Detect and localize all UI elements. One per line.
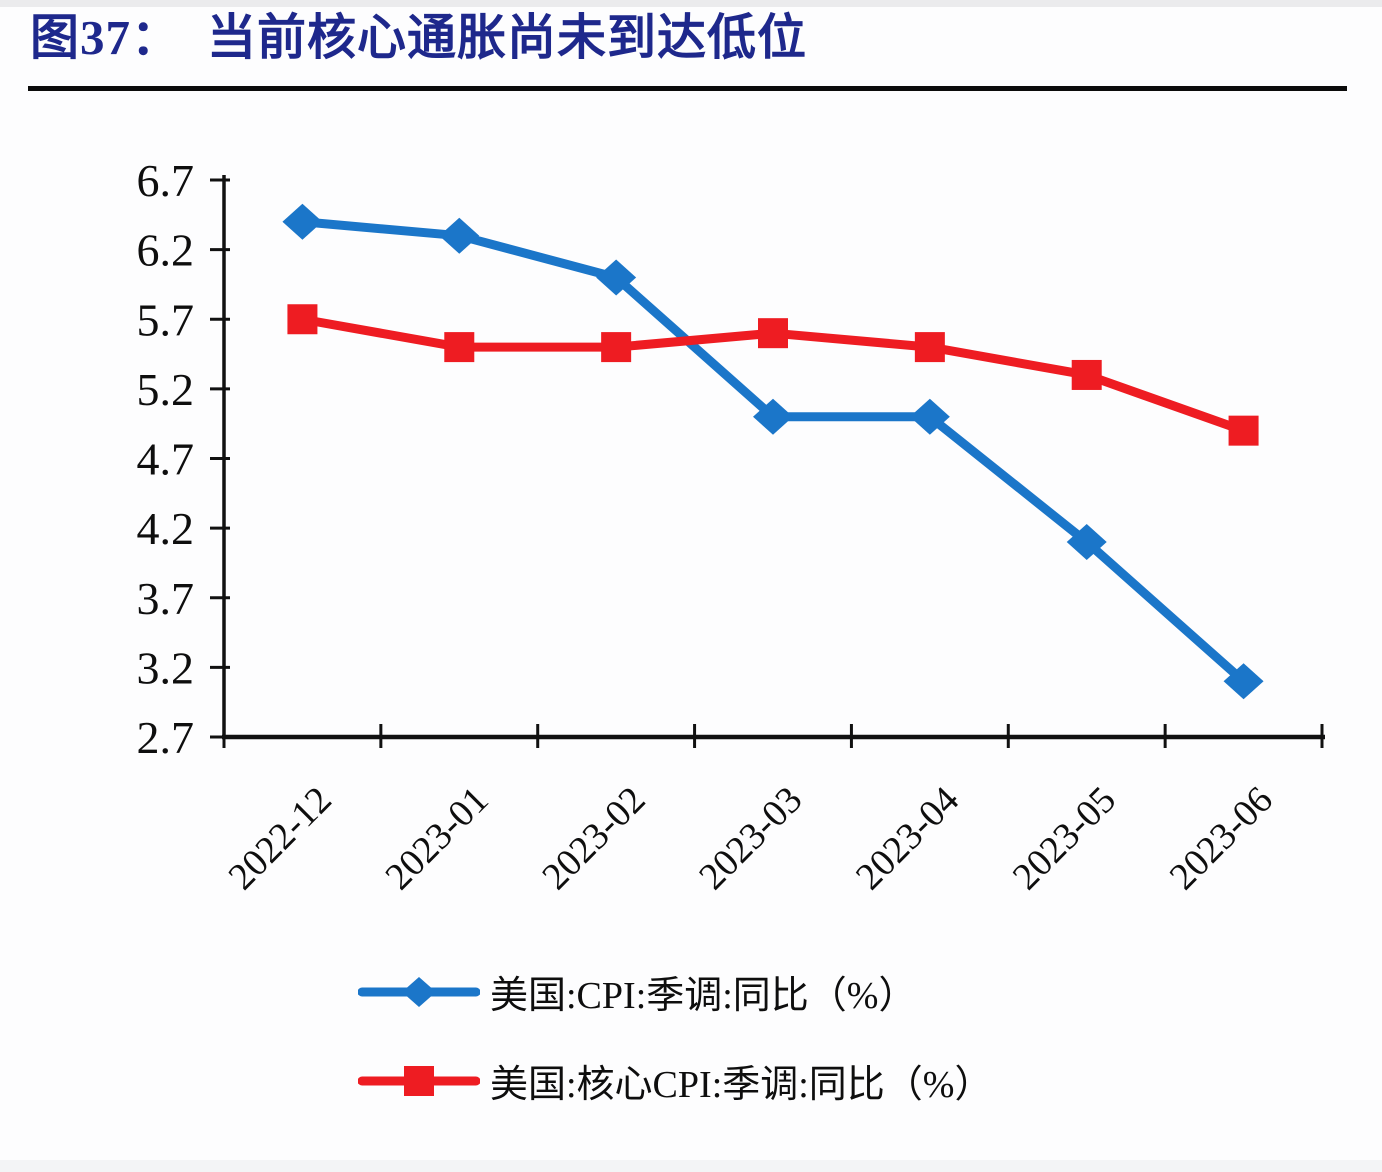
data-point-square xyxy=(914,332,945,363)
data-point-diamond xyxy=(439,217,480,254)
data-point-diamond xyxy=(596,259,637,296)
legend-square-marker-icon xyxy=(358,1065,480,1096)
data-point-diamond xyxy=(909,398,950,435)
legend-diamond-marker-icon xyxy=(358,976,480,1007)
legend-label-cpi: 美国:CPI:季调:同比（%） xyxy=(490,975,917,1017)
data-point-diamond xyxy=(753,398,793,435)
legend-item-cpi: 美国:CPI:季调:同比（%） xyxy=(358,964,992,1019)
y-tick-label: 6.7 xyxy=(137,155,195,206)
title-underline xyxy=(28,86,1347,91)
series-line-0 xyxy=(297,217,1249,686)
data-point-diamond xyxy=(1066,524,1107,561)
x-tick-label: 2023-05 xyxy=(1005,779,1124,898)
x-tick-label: 2023-04 xyxy=(848,779,967,898)
y-tick-label: 5.2 xyxy=(137,364,195,415)
data-point-square xyxy=(601,332,632,363)
legend-item-core-cpi: 美国:核心CPI:季调:同比（%） xyxy=(358,1053,992,1108)
figure-title-text: 当前核心通胀尚未到达低位 xyxy=(207,10,808,65)
data-point-square xyxy=(1228,415,1259,446)
y-tick-label: 4.2 xyxy=(137,503,195,554)
x-tick-label: 2023-02 xyxy=(534,779,653,898)
figure-number: 图37： xyxy=(30,10,182,65)
figure-title: 图37： 当前核心通胀尚未到达低位 xyxy=(30,10,807,66)
chart-legend: 美国:CPI:季调:同比（%） 美国:核心CPI:季调:同比（%） xyxy=(358,964,992,1108)
data-point-diamond xyxy=(1223,663,1264,700)
x-tick-label: 2022-12 xyxy=(221,779,340,898)
y-tick-label: 4.7 xyxy=(137,434,195,485)
page-bottom-edge xyxy=(0,1160,1382,1172)
data-point-square xyxy=(444,332,475,363)
page-top-edge xyxy=(0,0,1382,7)
legend-label-core-cpi: 美国:核心CPI:季调:同比（%） xyxy=(490,1064,993,1106)
data-point-square xyxy=(758,318,788,349)
x-tick-label: 2023-03 xyxy=(691,779,810,898)
y-tick-label: 5.7 xyxy=(137,294,195,345)
data-point-square xyxy=(287,304,318,335)
y-tick-label: 3.2 xyxy=(137,642,195,693)
y-tick-label: 2.7 xyxy=(137,712,195,763)
y-tick-label: 6.2 xyxy=(137,225,195,276)
x-tick-label: 2023-01 xyxy=(377,779,496,898)
data-point-square xyxy=(1071,359,1102,390)
x-tick-label: 2023-06 xyxy=(1162,779,1281,898)
data-point-diamond xyxy=(282,203,323,240)
y-tick-label: 3.7 xyxy=(137,573,195,624)
